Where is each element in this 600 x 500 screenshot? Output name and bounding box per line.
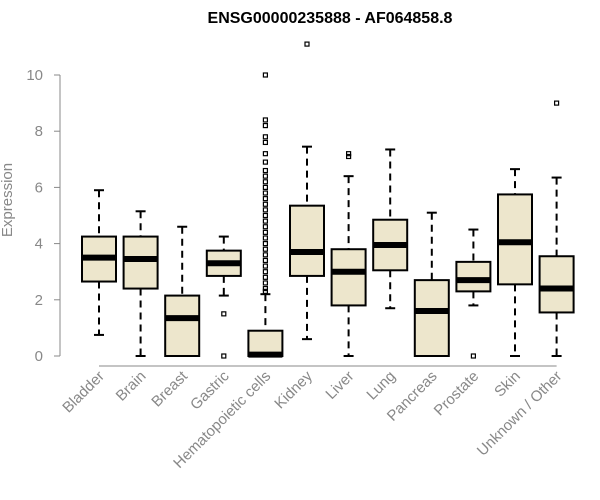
box-lung (372, 148, 409, 310)
outlier-point (221, 353, 227, 359)
outlier-point (262, 173, 268, 179)
x-tick-label: Brain (113, 368, 150, 405)
iqr-box (122, 235, 159, 290)
x-tick-label: Skin (491, 368, 524, 401)
outlier-point (262, 263, 268, 269)
outlier-point (262, 159, 268, 165)
y-tick-label: 0 (35, 348, 43, 365)
outlier-point (262, 184, 268, 190)
outlier-point (262, 117, 268, 123)
outlier-point (553, 100, 560, 106)
outlier-point (304, 41, 310, 47)
outlier-point (262, 196, 268, 202)
y-tick-label: 4 (35, 236, 43, 253)
box-skin (497, 168, 533, 357)
box-breast (164, 225, 201, 357)
x-tick-label: Breast (148, 367, 191, 410)
boxes-group (81, 41, 575, 359)
iqr-box (289, 204, 325, 277)
iqr-box (330, 248, 367, 307)
box-kidney (289, 41, 325, 341)
outlier-point (262, 190, 268, 196)
outlier-point (262, 201, 268, 207)
axes: 0 2 4 6 8 10 (26, 67, 557, 367)
chart-title: ENSG00000235888 - AF064858.8 (208, 10, 453, 27)
y-tick-label: 10 (26, 67, 43, 84)
outlier-point (346, 151, 352, 157)
box-liver (330, 151, 367, 357)
outlier-point (262, 212, 268, 219)
outlier-point (262, 229, 268, 235)
outlier-point (262, 280, 268, 286)
x-tick-label: Lung (363, 368, 399, 404)
outlier-point (262, 139, 268, 146)
outlier-point (262, 218, 268, 224)
y-axis-label: Expression (0, 163, 16, 237)
outlier-point (262, 72, 268, 78)
box-brain (122, 210, 159, 357)
outlier-point (262, 269, 268, 275)
outlier-point (262, 235, 268, 241)
x-tick-label: Liver (322, 368, 357, 403)
iqr-box (413, 279, 450, 358)
x-tick-label: Bladder (59, 368, 108, 417)
y-tick-label: 2 (35, 292, 43, 309)
outlier-point (262, 274, 268, 280)
iqr-box (164, 294, 201, 357)
iqr-box (538, 255, 575, 314)
box-bladder (81, 189, 117, 336)
outlier-point (262, 122, 268, 129)
outlier-point (262, 167, 268, 174)
outlier-point (346, 153, 352, 160)
outlier-point (262, 179, 268, 185)
outlier-point (262, 257, 268, 264)
outlier-point (262, 288, 268, 294)
outlier-point (262, 246, 268, 252)
y-tick-label: 6 (35, 179, 43, 196)
outlier-point (470, 353, 476, 359)
outlier-point (262, 241, 268, 247)
outlier-point (262, 134, 268, 140)
iqr-box (455, 260, 492, 293)
outlier-point (262, 151, 268, 157)
box-pancreas (413, 211, 450, 358)
box-unknown-other (538, 100, 575, 357)
outlier-point (262, 252, 268, 258)
x-tick-label: Kidney (271, 367, 316, 412)
y-tick-label: 8 (35, 123, 43, 140)
x-tick-label: Prostate (431, 368, 483, 420)
box-hematopoietic-cells (247, 72, 284, 358)
outlier-point (221, 311, 227, 317)
box-gastric (205, 235, 242, 359)
box-prostate (455, 228, 492, 359)
outlier-point (262, 207, 268, 213)
outlier-point (262, 285, 268, 292)
outlier-point (262, 224, 268, 230)
